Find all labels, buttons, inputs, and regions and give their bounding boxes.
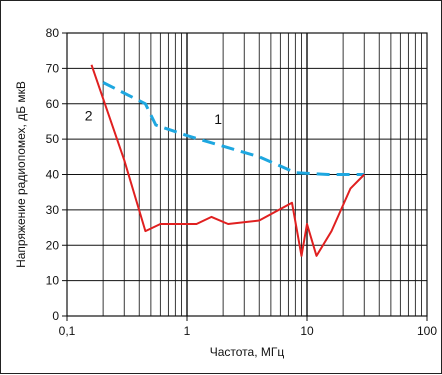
- y-axis-ticks: 0 10 20 30 40 50 60 70 80: [46, 26, 67, 323]
- y-tick-label: 60: [46, 97, 60, 111]
- series-2-label: 2: [85, 107, 93, 123]
- series-layer: [91, 65, 364, 256]
- y-tick-label: 50: [46, 132, 60, 146]
- x-tick-label: 1: [184, 324, 191, 338]
- x-tick-label: 100: [417, 324, 437, 338]
- y-axis-title: Напряжение радиопомех, дБ мкВ: [14, 81, 28, 268]
- x-axis-title: Частота, МГц: [210, 345, 285, 359]
- y-tick-label: 80: [46, 26, 60, 40]
- x-axis-ticks: 0,1 1 10 100: [59, 316, 438, 338]
- y-tick-label: 30: [46, 203, 60, 217]
- major-gridlines: [67, 33, 427, 316]
- series-1-line: [103, 83, 364, 175]
- y-tick-label: 70: [46, 61, 60, 75]
- series-2-line: [92, 65, 365, 256]
- series-1-label: 1: [214, 111, 222, 127]
- y-tick-label: 10: [46, 274, 60, 288]
- y-tick-label: 40: [46, 168, 60, 182]
- x-tick-label: 10: [300, 324, 314, 338]
- x-tick-label: 0,1: [59, 324, 76, 338]
- y-tick-label: 0: [52, 309, 59, 323]
- y-tick-label: 20: [46, 238, 60, 252]
